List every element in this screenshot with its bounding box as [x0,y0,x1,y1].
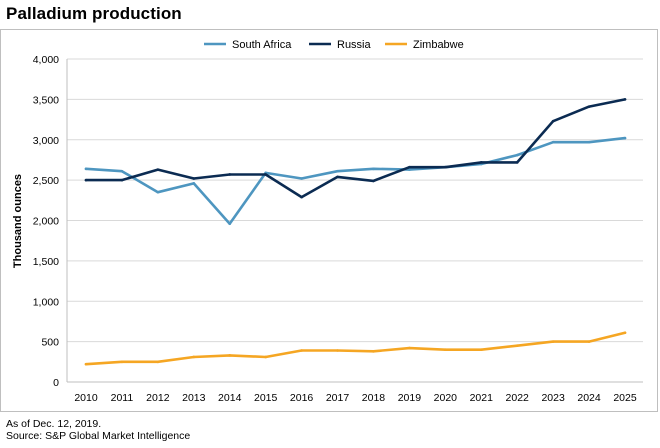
data-point-zimbabwe [623,331,627,335]
data-point-zimbabwe [479,348,483,352]
data-point-zimbabwe [228,354,232,357]
data-point-russia [264,173,267,176]
x-tick-label: 2025 [613,392,637,404]
data-point-zimbabwe [444,348,447,352]
x-tick-label: 2011 [111,392,134,404]
data-point-russia [444,165,447,169]
data-point-zimbabwe [551,340,555,343]
data-point-russia [336,175,339,179]
x-tick-label: 2022 [506,392,530,404]
series-line-zimbabwe [84,331,627,366]
data-point-russia [192,177,196,180]
data-point-zimbabwe [192,355,196,359]
x-tick-label: 2014 [218,392,242,404]
data-point-zimbabwe [156,360,160,364]
y-tick-label: 2,000 [33,216,59,228]
data-point-south-africa [228,222,232,226]
legend: South Africa Russia Zimbabwe [204,39,464,51]
y-tick-label: 3,500 [33,94,59,106]
x-axis: 2010 2011 2012 2013 2014 2015 2016 2017 2018 2019… [67,381,643,404]
series-lines [84,98,627,366]
data-point-russia [372,179,375,183]
data-point-zimbabwe [372,350,375,353]
data-point-south-africa [372,167,375,171]
data-point-south-africa [300,177,303,180]
x-tick-label: 2019 [398,392,422,404]
legend-label-south-africa: South Africa [232,39,292,51]
x-tick-label: 2018 [362,392,386,404]
data-point-russia [300,195,303,199]
x-tick-label: 2023 [541,392,565,404]
y-axis-label: Thousand ounces [12,174,24,268]
series-line-south-africa [84,136,627,225]
legend-label-russia: Russia [337,39,372,51]
legend-label-zimbabwe: Zimbabwe [413,39,464,51]
data-point-russia [515,161,519,164]
grid-lines [67,58,643,343]
x-tick-label: 2024 [577,392,601,404]
x-tick-label: 2017 [326,392,350,404]
data-point-russia [228,173,232,176]
y-axis: 0 500 1,000 1,500 2,000 2,500 3,000 3,500 4,000 [33,54,68,389]
x-tick-label: 2013 [182,392,206,404]
data-point-russia [120,178,124,182]
data-point-zimbabwe [408,346,411,350]
x-tick-label: 2015 [254,392,278,404]
data-point-south-africa [623,136,627,140]
data-point-south-africa [408,168,411,171]
x-tick-label: 2020 [434,392,458,404]
data-point-zimbabwe [587,340,591,343]
y-tick-label: 2,500 [33,175,59,187]
y-tick-label: 0 [53,377,59,389]
y-tick-label: 1,000 [33,296,59,308]
data-point-zimbabwe [264,355,267,359]
x-tick-label: 2016 [290,392,314,404]
y-tick-label: 1,500 [33,256,59,268]
data-point-south-africa [84,167,88,171]
data-point-south-africa [156,190,160,194]
data-point-zimbabwe [515,344,519,347]
data-point-russia [84,178,88,182]
y-tick-label: 500 [41,337,59,349]
data-point-south-africa [336,169,339,173]
x-tick-label: 2012 [146,392,170,404]
x-tick-label: 2021 [470,392,494,404]
footer-note: As of Dec. 12, 2019. [6,418,102,430]
y-tick-label: 3,000 [33,135,59,147]
data-point-russia [156,168,160,171]
data-point-russia [479,161,483,164]
data-point-russia [551,119,555,123]
data-point-south-africa [192,182,196,185]
data-point-zimbabwe [84,362,88,366]
data-point-south-africa [587,140,591,144]
data-point-russia [408,165,411,169]
data-point-russia [587,105,591,108]
x-tick-label: 2010 [74,392,98,404]
y-tick-label: 4,000 [33,54,59,66]
series-line-russia [84,98,627,199]
data-point-zimbabwe [336,349,339,352]
data-point-zimbabwe [300,349,303,352]
data-point-south-africa [515,153,519,157]
data-point-south-africa [120,169,124,173]
data-point-zimbabwe [120,360,124,364]
data-point-russia [623,98,627,101]
chart-title: Palladium production [6,4,182,23]
data-point-south-africa [551,140,555,144]
footer-source: Source: S&P Global Market Intelligence [6,430,191,442]
chart-frame [0,29,658,412]
